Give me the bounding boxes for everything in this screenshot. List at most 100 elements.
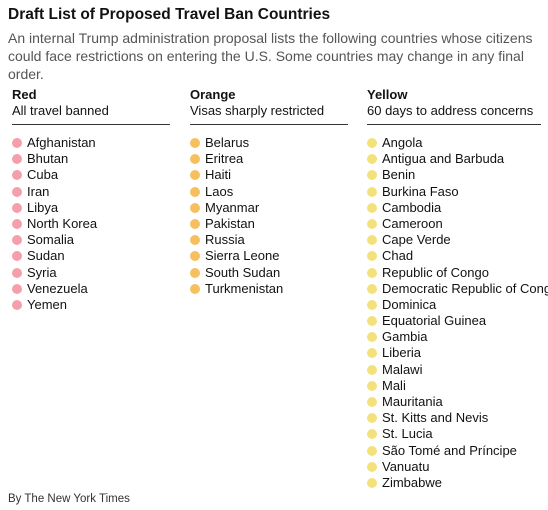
status-dot-icon xyxy=(12,251,22,262)
status-dot-icon xyxy=(367,429,377,440)
country-name: Somalia xyxy=(27,232,74,248)
status-dot-icon xyxy=(12,299,22,310)
country-name: Vanuatu xyxy=(382,458,430,474)
status-dot-icon xyxy=(12,154,22,165)
status-dot-icon xyxy=(367,235,377,246)
status-dot-icon xyxy=(367,154,377,165)
column-orange: Orange Visas sharply restricted Belarus E… xyxy=(190,87,348,297)
country-name: Chad xyxy=(382,248,414,264)
country-name: Yemen xyxy=(27,296,67,312)
country-name: Dominica xyxy=(382,296,437,312)
status-dot-icon xyxy=(190,202,200,213)
status-dot-icon xyxy=(12,186,22,197)
country-name: Syria xyxy=(27,264,57,280)
column-description: All travel banned xyxy=(12,103,109,118)
country-item: Somalia xyxy=(12,232,170,248)
status-dot-icon xyxy=(367,170,377,181)
country-name: Cape Verde xyxy=(382,232,451,248)
status-dot-icon xyxy=(367,461,377,472)
country-item: Burkina Faso xyxy=(367,184,541,200)
country-name: Russia xyxy=(205,232,245,248)
country-item: Gambia xyxy=(367,329,541,345)
country-item: Russia xyxy=(190,232,348,248)
country-item: Iran xyxy=(12,184,170,200)
country-name: Myanmar xyxy=(205,199,260,215)
country-name: Turkmenistan xyxy=(205,280,284,296)
country-item: Sierra Leone xyxy=(190,248,348,264)
column-heading: Orange xyxy=(190,87,236,102)
country-item: Angola xyxy=(367,135,541,151)
country-item: Zimbabwe xyxy=(367,475,541,491)
country-item: South Sudan xyxy=(190,265,348,281)
country-name: São Tomé and Príncipe xyxy=(382,442,517,458)
status-dot-icon xyxy=(190,138,200,148)
country-item: Antigua and Barbuda xyxy=(367,151,541,167)
country-item: Belarus xyxy=(190,135,348,151)
column-red: Red All travel banned Afghanistan Bhutan C… xyxy=(12,87,170,313)
page-subtitle: An internal Trump administration proposa… xyxy=(8,30,533,82)
country-name: Burkina Faso xyxy=(382,183,459,199)
country-item: Cape Verde xyxy=(367,232,541,248)
country-item: Venezuela xyxy=(12,281,170,297)
country-item: Eritrea xyxy=(190,151,348,167)
status-dot-icon xyxy=(367,364,377,375)
status-dot-icon xyxy=(190,186,200,197)
country-name: Antigua and Barbuda xyxy=(382,151,505,167)
country-item: Myanmar xyxy=(190,200,348,216)
status-dot-icon xyxy=(367,445,377,456)
country-item: North Korea xyxy=(12,216,170,232)
country-item: Mali xyxy=(367,378,541,394)
country-name: Libya xyxy=(27,199,59,215)
status-dot-icon xyxy=(367,299,377,310)
column-divider xyxy=(190,124,348,125)
status-dot-icon xyxy=(190,154,200,165)
country-name: Mauritania xyxy=(382,394,443,409)
status-dot-icon xyxy=(367,283,377,294)
country-item: Pakistan xyxy=(190,216,348,232)
country-item: Cuba xyxy=(12,167,170,183)
status-dot-icon xyxy=(367,267,377,278)
country-item: Democratic Republic of Congo xyxy=(367,281,548,297)
country-name: Haiti xyxy=(205,167,232,183)
country-item: Bhutan xyxy=(12,151,170,167)
status-dot-icon xyxy=(12,202,22,213)
country-item: Sudan xyxy=(12,248,170,264)
country-item: São Tomé and Príncipe xyxy=(367,443,541,459)
country-item: Chad xyxy=(367,248,541,264)
country-name: Cameroon xyxy=(382,215,443,231)
country-list: Afghanistan Bhutan Cuba Iran Libya North Kore… xyxy=(12,135,170,313)
country-item: Yemen xyxy=(12,297,170,313)
country-name: Laos xyxy=(205,183,234,199)
status-dot-icon xyxy=(12,138,22,148)
country-name: Iran xyxy=(27,183,50,199)
country-item: Dominica xyxy=(367,297,541,313)
country-name: Sierra Leone xyxy=(205,248,280,264)
country-item: Turkmenistan xyxy=(190,281,348,297)
country-item: Laos xyxy=(190,184,348,200)
status-dot-icon xyxy=(367,413,377,424)
status-dot-icon xyxy=(12,267,22,278)
country-list: Belarus Eritrea Haiti Laos Myanmar Pakistan Ru… xyxy=(190,135,348,297)
status-dot-icon xyxy=(367,332,377,343)
country-name: Liberia xyxy=(382,345,422,361)
status-dot-icon xyxy=(367,138,377,148)
country-name: Cambodia xyxy=(382,199,442,215)
status-dot-icon xyxy=(367,477,377,488)
column-yellow: Yellow 60 days to address concerns Angol… xyxy=(367,87,548,491)
country-item: Cambodia xyxy=(367,200,541,216)
country-item: Haiti xyxy=(190,167,348,183)
country-name: Afghanistan xyxy=(27,135,96,150)
country-name: South Sudan xyxy=(205,264,281,280)
status-dot-icon xyxy=(190,283,200,294)
country-item: Malawi xyxy=(367,362,541,378)
country-name: Belarus xyxy=(205,135,250,150)
country-item: Afghanistan xyxy=(12,135,170,151)
status-dot-icon xyxy=(367,348,377,359)
status-dot-icon xyxy=(190,251,200,262)
country-name: Mali xyxy=(382,377,406,393)
country-name: St. Kitts and Nevis xyxy=(382,410,489,426)
country-name: Pakistan xyxy=(205,215,255,231)
status-dot-icon xyxy=(367,186,377,197)
column-description: Visas sharply restricted xyxy=(190,103,325,118)
country-item: Benin xyxy=(367,167,541,183)
